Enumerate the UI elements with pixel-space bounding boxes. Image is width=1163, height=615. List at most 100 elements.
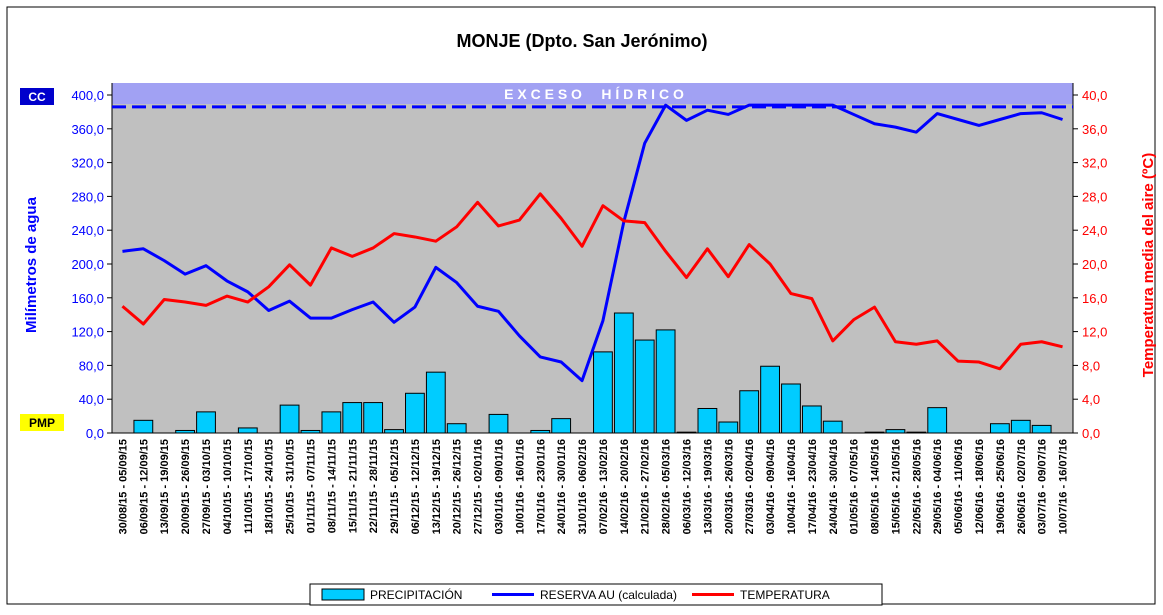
bar — [760, 365, 780, 434]
legend-swatch — [321, 588, 365, 601]
x-tick-label: 08/11/15 - 14/11/15 — [326, 439, 338, 533]
y2-tick-label: 0,0 — [1082, 426, 1100, 441]
bar — [781, 383, 801, 434]
bar — [425, 371, 446, 434]
y-tick-label: 160,0 — [71, 291, 104, 306]
bar — [1031, 424, 1052, 434]
excess-band — [112, 83, 1073, 104]
bar — [342, 402, 363, 434]
x-tick-label: 31/01/16 - 06/02/16 — [577, 439, 589, 534]
x-tick-label: 04/10/15 - 10/10/15 — [222, 439, 234, 534]
x-tick-label: 13/12/15 - 19/12/15 — [431, 439, 443, 534]
bar — [801, 405, 822, 434]
band-label: E X C E S O H Í D R I C O — [504, 86, 684, 102]
y2-tick-label: 8,0 — [1082, 358, 1100, 373]
x-tick-label: 11/10/15 - 17/10/15 — [243, 439, 255, 534]
x-tick-label: 20/12/15 - 26/12/15 — [452, 439, 464, 534]
x-tick-label: 26/06/16 - 02/07/16 — [1016, 439, 1028, 534]
x-tick-label: 30/08/15 - 05/09/15 — [117, 439, 129, 534]
bar — [488, 413, 509, 434]
x-tick-label: 05/06/16 - 11/06/16 — [953, 439, 965, 534]
x-tick-label: 12/06/16 - 18/06/16 — [974, 439, 986, 534]
x-tick-label: 22/05/16 - 28/05/16 — [911, 439, 923, 534]
x-tick-label: 21/02/16 - 27/02/16 — [640, 439, 652, 534]
plot-area — [112, 83, 1073, 433]
x-tick-label: 06/12/15 - 12/12/15 — [410, 439, 422, 534]
y-axis-label: Milímetros de agua — [23, 196, 40, 333]
x-tick-label: 08/05/16 - 14/05/16 — [870, 439, 882, 534]
x-tick-label: 27/09/15 - 03/10/15 — [201, 439, 213, 534]
y2-tick-label: 36,0 — [1082, 122, 1107, 137]
bar — [321, 411, 342, 434]
y2-tick-label: 20,0 — [1082, 257, 1107, 272]
x-tick-label: 14/02/16 - 20/02/16 — [619, 439, 631, 534]
bar — [133, 419, 154, 434]
legend-label: PRECIPITACIÓN — [370, 587, 462, 602]
y2-tick-label: 24,0 — [1082, 223, 1107, 238]
y2-tick-label: 28,0 — [1082, 189, 1107, 204]
x-tick-label: 24/01/16 - 30/01/16 — [556, 439, 568, 534]
bar — [593, 351, 613, 434]
bar — [1010, 419, 1031, 434]
bar — [300, 429, 321, 434]
bar — [634, 339, 655, 434]
x-tick-label: 06/03/16 - 12/03/16 — [682, 439, 694, 534]
y2-tick-label: 12,0 — [1082, 325, 1107, 340]
legend-label: RESERVA AU (calculada) — [540, 588, 677, 602]
chart-title: MONJE (Dpto. San Jerónimo) — [456, 31, 707, 51]
bar — [739, 390, 760, 434]
x-tick-label: 25/10/15 - 31/10/15 — [285, 439, 297, 534]
cc-box — [20, 88, 54, 105]
legend-box — [309, 583, 883, 606]
pmp-box — [20, 414, 64, 431]
x-tick-label: 15/11/15 - 21/11/15 — [347, 439, 359, 533]
y-tick-label: 360,0 — [71, 122, 104, 137]
line-series — [121, 192, 1063, 371]
x-tick-label: 29/11/15 - 05/12/15 — [389, 439, 401, 534]
x-tick-label: 13/09/15 - 19/09/15 — [159, 439, 171, 534]
x-tick-label: 10/01/16 - 16/01/16 — [514, 439, 526, 534]
x-tick-label: 20/09/15 - 26/09/15 — [180, 439, 192, 534]
x-tick-label: 15/05/16 - 21/05/16 — [890, 439, 902, 534]
y-tick-label: 40,0 — [79, 392, 104, 407]
y2-tick-label: 4,0 — [1082, 392, 1100, 407]
y-tick-label: 320,0 — [71, 156, 104, 171]
y2-tick-label: 40,0 — [1082, 88, 1107, 103]
x-tick-label: 03/04/16 - 09/04/16 — [765, 439, 777, 534]
bar — [237, 427, 258, 434]
bar — [363, 402, 384, 434]
x-tick-label: 06/09/15 - 12/09/15 — [138, 439, 150, 534]
x-tick-label: 07/02/16 - 13/02/16 — [598, 439, 610, 534]
cc-label: CC — [28, 90, 46, 104]
bar — [551, 418, 572, 434]
line-series — [122, 103, 1064, 383]
bar — [655, 329, 676, 434]
legend-label: TEMPERATURA — [740, 588, 830, 602]
x-tick-label: 17/01/16 - 23/01/16 — [535, 439, 547, 534]
bar — [885, 429, 906, 434]
x-tick-label: 17/04/16 - 23/04/16 — [807, 439, 819, 534]
x-tick-label: 27/03/16 - 02/04/16 — [744, 439, 756, 534]
y-tick-label: 240,0 — [71, 223, 104, 238]
bar — [196, 411, 216, 434]
y2-axis-label: Temperatura media del aire (ºC) — [1140, 153, 1157, 377]
bar — [676, 431, 697, 434]
bar — [613, 312, 634, 434]
x-tick-label: 10/07/16 - 16/07/16 — [1058, 439, 1070, 534]
x-tick-label: 18/10/15 - 24/10/15 — [264, 439, 276, 534]
bar — [989, 423, 1010, 434]
x-tick-label: 27/12/15 - 02/01/16 — [473, 439, 485, 534]
x-tick-label: 01/05/16 - 07/05/16 — [849, 439, 861, 534]
x-tick-label: 29/05/16 - 04/06/16 — [932, 439, 944, 534]
bar — [822, 420, 843, 434]
bar — [384, 429, 404, 434]
bar — [927, 407, 948, 434]
x-tick-label: 10/04/16 - 16/04/16 — [786, 439, 798, 534]
y-tick-label: 200,0 — [71, 257, 104, 272]
bar — [906, 431, 927, 434]
pmp-label: PMP — [29, 416, 55, 430]
x-tick-label: 13/03/16 - 19/03/16 — [702, 439, 714, 534]
y-tick-label: 0,0 — [86, 426, 104, 441]
y2-tick-label: 32,0 — [1082, 156, 1107, 171]
y2-tick-label: 16,0 — [1082, 291, 1107, 306]
